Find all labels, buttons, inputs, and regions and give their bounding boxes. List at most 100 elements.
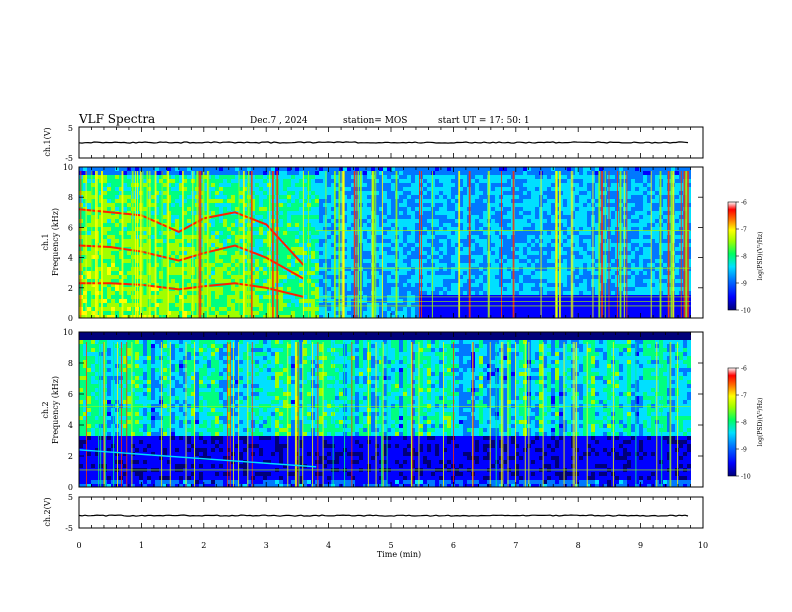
spectrogram-cell <box>119 283 123 287</box>
spectrogram-cell <box>563 191 567 195</box>
spectrogram-cell <box>151 287 155 291</box>
spectrogram-cell <box>583 227 587 231</box>
spectrogram-cell <box>367 171 371 175</box>
spectrogram-cell <box>379 275 383 279</box>
spectrogram-cell <box>203 219 207 223</box>
spectrogram-cell <box>523 315 527 318</box>
spectrogram-cell <box>335 171 339 175</box>
spectrogram-cell <box>547 239 551 243</box>
spectrogram-cell <box>263 263 267 267</box>
spectrogram-cell <box>87 183 91 187</box>
spectrogram-cell <box>143 243 147 247</box>
spectrogram-cell <box>103 167 107 171</box>
spectrogram-cell <box>547 175 551 179</box>
spectrogram-cell <box>563 315 567 318</box>
spectrogram-cell <box>547 271 551 275</box>
spectrogram-cell <box>423 279 427 283</box>
spectrogram-cell <box>427 231 431 235</box>
spectrogram-cell <box>231 287 235 291</box>
spectrogram-cell <box>515 259 519 263</box>
spectrogram-cell <box>531 271 535 275</box>
spectrogram-cell <box>507 207 511 211</box>
spectrogram-cell <box>159 171 163 175</box>
spectrogram-cell <box>143 195 147 199</box>
spectrogram-cell <box>107 235 111 239</box>
spectrogram-cell <box>459 191 463 195</box>
spectrogram-cell <box>211 311 215 315</box>
spectrogram-cell <box>519 291 523 295</box>
spectrogram-cell <box>427 263 431 267</box>
spectrogram-cell <box>87 279 91 283</box>
spectrogram-cell <box>535 227 539 231</box>
spectrogram-cell <box>179 167 183 171</box>
spectrogram-cell <box>411 283 415 287</box>
spectrogram-cell <box>579 203 583 207</box>
spectrogram-cell <box>111 307 115 311</box>
spectrogram-cell <box>367 275 371 279</box>
spectrogram-cell <box>431 191 435 195</box>
spectrogram-cell <box>327 203 331 207</box>
spectrogram-cell <box>343 311 347 315</box>
spectrogram-cell <box>527 203 531 207</box>
spectrogram-cell <box>347 175 351 179</box>
spectrogram-cell <box>99 227 103 231</box>
spectrogram-cell <box>179 295 183 299</box>
spectrogram-cell <box>583 287 587 291</box>
spectrogram-cell <box>551 171 555 175</box>
spectrogram-cell <box>103 275 107 279</box>
spectrogram-cell <box>491 259 495 263</box>
spectrogram-cell <box>103 259 107 263</box>
spectrogram-cell <box>287 167 291 171</box>
spectrogram-cell <box>99 179 103 183</box>
spectrogram-cell <box>107 219 111 223</box>
spectrogram-cell <box>459 239 463 243</box>
spectrogram-cell <box>391 267 395 271</box>
spectrogram-cell <box>391 247 395 251</box>
spectrogram-cell <box>575 207 579 211</box>
spectrogram-cell <box>411 291 415 295</box>
spectrogram-cell <box>339 263 343 267</box>
spectrogram-cell <box>211 271 215 275</box>
spectrogram-cell <box>415 195 419 199</box>
spectrogram-cell <box>575 307 579 311</box>
spectrogram-cell <box>475 235 479 239</box>
spectrogram-cell <box>347 207 351 211</box>
spectrogram-cell <box>399 167 403 171</box>
spectrogram-cell <box>351 287 355 291</box>
spectrogram-cell <box>91 211 95 215</box>
spectrogram-cell <box>475 263 479 267</box>
spectrogram-cell <box>159 227 163 231</box>
spectrogram-cell <box>175 199 179 203</box>
spectrogram-cell <box>579 239 583 243</box>
spectrogram-cell <box>151 239 155 243</box>
spectrogram-cell <box>343 207 347 211</box>
spectrogram-cell <box>475 207 479 211</box>
spectrogram-cell <box>223 307 227 311</box>
spectrogram-cell <box>295 283 299 287</box>
spectrogram-cell <box>579 287 583 291</box>
spectrogram-cell <box>423 167 427 171</box>
spectrogram-cell <box>159 187 163 191</box>
spectrogram-cell <box>215 259 219 263</box>
spectrogram-cell <box>411 279 415 283</box>
spectrogram-cell <box>431 175 435 179</box>
spectrogram-cell <box>503 315 507 318</box>
spectrogram-cell <box>211 223 215 227</box>
spectrogram-cell <box>387 231 391 235</box>
spectrogram-cell <box>515 215 519 219</box>
spectrogram-cell <box>579 179 583 183</box>
spectrogram-cell <box>491 307 495 311</box>
spectrogram-cell <box>375 247 379 251</box>
spectrogram-cell <box>403 239 407 243</box>
spectrogram-cell <box>535 215 539 219</box>
spectrogram-cell <box>219 235 223 239</box>
spectrogram-cell <box>87 187 91 191</box>
spectrogram-cell <box>523 271 527 275</box>
spectrogram-cell <box>167 279 171 283</box>
spectrogram-cell <box>183 195 187 199</box>
spectrogram-cell <box>111 315 115 318</box>
spectrogram-cell <box>479 239 483 243</box>
spectrogram-cell <box>407 311 411 315</box>
spectrogram-cell <box>547 207 551 211</box>
spectrogram-cell <box>583 315 587 318</box>
